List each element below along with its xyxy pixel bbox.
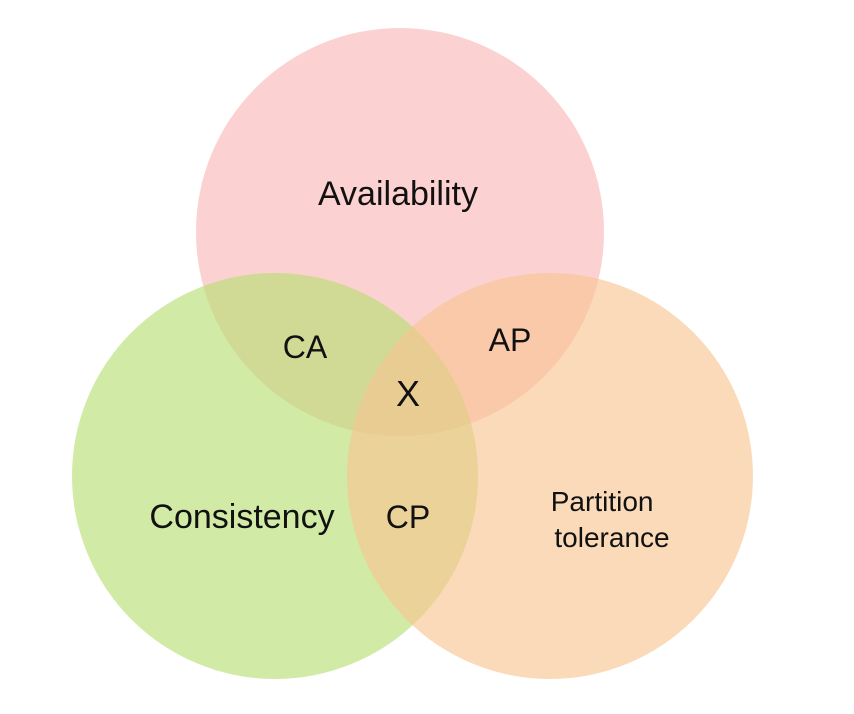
consistency-label: Consistency xyxy=(149,498,334,536)
partition-tolerance-label-line1: Partition xyxy=(551,486,654,517)
partition-tolerance-circle xyxy=(347,273,753,679)
partition-tolerance-label-line2: tolerance xyxy=(554,522,669,553)
partition-tolerance-label: Partition tolerance xyxy=(551,486,670,553)
ca-intersection-label: CA xyxy=(283,329,328,365)
center-x-mark: X xyxy=(396,373,420,414)
ap-intersection-label: AP xyxy=(489,322,532,358)
cp-intersection-label: CP xyxy=(386,499,430,535)
availability-label: Availability xyxy=(318,175,478,213)
